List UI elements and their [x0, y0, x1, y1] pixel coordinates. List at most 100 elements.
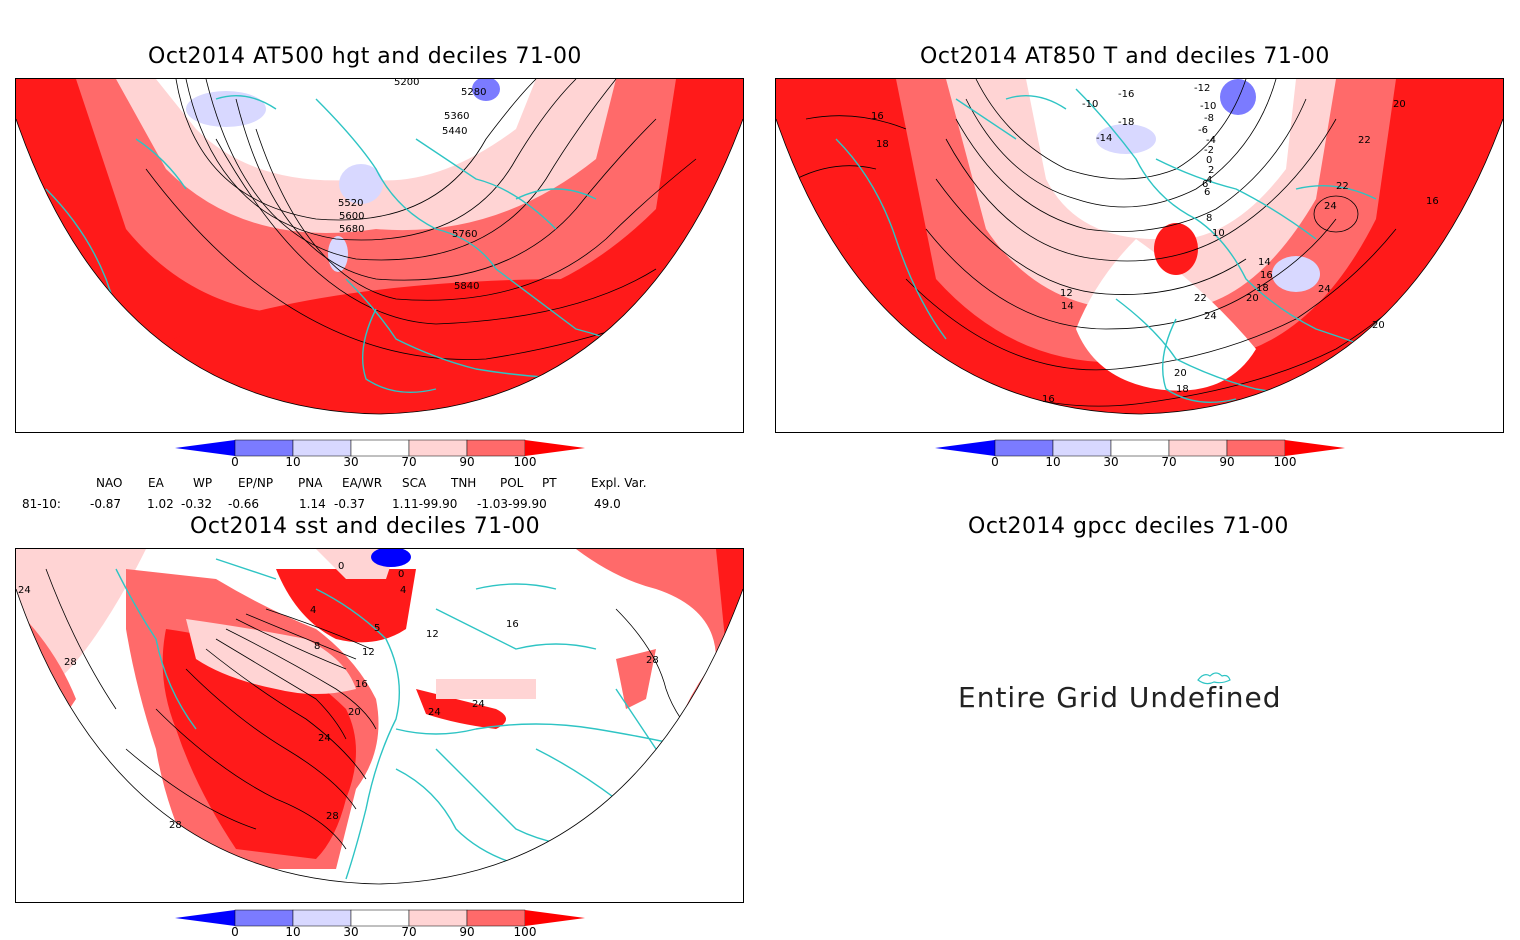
stray-coastline-mark — [1197, 672, 1231, 685]
at850-contour-label: -16 — [1118, 89, 1134, 100]
colorbar-tick: 90 — [1219, 455, 1235, 469]
sst-contour-label: 24 — [318, 733, 331, 744]
at850-contour-label: 20 — [1393, 99, 1406, 110]
at850-contour-label: 12 — [1060, 288, 1073, 299]
at850-contour-label: 2 — [1208, 165, 1214, 176]
sst-contour-label: 4 — [400, 585, 406, 596]
colorbar-tick: 30 — [343, 455, 359, 469]
sst-contour-label: 24 — [428, 707, 441, 718]
panel4-title: Oct2014 gpcc deciles 71-00 — [968, 514, 1289, 539]
sst-contour-label: 5 — [374, 623, 380, 634]
at500-contour-label: 5600 — [339, 211, 364, 222]
at850-contour-label: 0 — [1206, 155, 1212, 166]
at850-contour-label: 22 — [1336, 181, 1349, 192]
at850-contour-label: 24 — [1324, 201, 1337, 212]
colorbar-tick: 100 — [513, 925, 537, 939]
sst-contour-label: 24 — [18, 585, 31, 596]
sst-contour-label: 12 — [362, 647, 375, 658]
sst-contour-label: 4 — [310, 605, 316, 616]
panel2-title: Oct2014 AT850 T and deciles 71-00 — [920, 44, 1330, 69]
at850-contour-label: -12 — [1194, 83, 1210, 94]
sst-contour-label: 24 — [472, 699, 485, 710]
at850-contour-label: -10 — [1082, 99, 1098, 110]
colorbar-tick: 0 — [231, 925, 239, 939]
sst-contour-label: 20 — [348, 707, 361, 718]
at850-contour-label: -4 — [1206, 135, 1216, 146]
sst-contour-label: 16 — [355, 679, 368, 690]
at500-contour-label: 5680 — [339, 224, 364, 235]
index-value: -0.66 — [228, 497, 260, 511]
map-panel-at850: -16 -12 -10 -10 -8 -6 -4 -2 0 2 4 6 8 10… — [775, 78, 1504, 433]
at850-contour-label: 20 — [1372, 320, 1385, 331]
index-value: 1.11-99.90 — [392, 497, 458, 511]
map-panel-at500: 5280 5360 5440 5520 5600 5680 5760 5840 … — [15, 78, 744, 433]
at850-contour-label: 16 — [1426, 196, 1439, 207]
colorbar-sst: 0 10 30 70 90 100 — [175, 908, 585, 940]
undefined-grid-message: Entire Grid Undefined — [958, 681, 1282, 714]
at850-contour-label: 22 — [1194, 293, 1207, 304]
at850-contour-label: 6 — [1204, 187, 1210, 198]
at500-contour-label: 5280 — [461, 87, 486, 98]
colorbar-tick: 0 — [231, 455, 239, 469]
sst-contour-label: 28 — [169, 820, 182, 831]
at850-contour-label: 14 — [1061, 301, 1074, 312]
index-value: -1.03-99.90 — [477, 497, 547, 511]
at850-contour-label: 16 — [1260, 270, 1273, 281]
colorbar-tick: 90 — [459, 925, 475, 939]
colorbar-tick: 10 — [285, 925, 301, 939]
index-value: -0.87 — [90, 497, 122, 511]
sst-contour-label: 0 — [338, 561, 344, 572]
colorbar-tick: 30 — [1103, 455, 1119, 469]
index-row-label: 81-10: — [22, 497, 61, 511]
colorbar-tick: 70 — [1161, 455, 1177, 469]
map-panel-sst: 0 0 4 4 5 8 12 16 20 24 24 24 28 28 28 2… — [15, 548, 744, 903]
sst-contour-label: 28 — [326, 811, 339, 822]
colorbar-tick: 90 — [459, 455, 475, 469]
colorbar-tick: 0 — [991, 455, 999, 469]
index-value: 1.02 — [147, 497, 174, 511]
at850-contour-label: 16 — [871, 111, 884, 122]
at850-contour-label: 18 — [1176, 384, 1189, 395]
at500-contour-label: 5440 — [442, 126, 467, 137]
at850-map: -16 -12 -10 -10 -8 -6 -4 -2 0 2 4 6 8 10… — [776, 79, 1503, 415]
colorbar-tick: 70 — [401, 925, 417, 939]
index-header: EA/WR — [342, 476, 383, 490]
panel1-title: Oct2014 AT500 hgt and deciles 71-00 — [148, 44, 582, 69]
at850-contour-label: 14 — [1258, 257, 1271, 268]
index-header: Expl. Var. — [591, 476, 647, 490]
at850-contour-label: -2 — [1204, 145, 1214, 156]
sst-contour-label: 0 — [398, 569, 404, 580]
index-header: TNH — [451, 476, 477, 490]
at850-contour-label: -10 — [1200, 101, 1216, 112]
at500-contour-label: 5360 — [444, 111, 469, 122]
index-header: PT — [542, 476, 557, 490]
at850-contour-label: 4 — [1206, 175, 1212, 186]
at850-contour-label: -6 — [1198, 125, 1208, 136]
at850-contour-label: 22 — [1358, 135, 1371, 146]
at850-contour-label: 20 — [1246, 293, 1259, 304]
at850-contour-label: 24 — [1318, 284, 1331, 295]
colorbar-tick: 10 — [285, 455, 301, 469]
index-header: NAO — [96, 476, 123, 490]
index-value: -0.32 — [181, 497, 213, 511]
index-header: EA — [148, 476, 164, 490]
at500-contour-label: 5200 — [394, 79, 419, 88]
at850-contour-label: 16 — [1042, 394, 1055, 405]
panel3-title: Oct2014 sst and deciles 71-00 — [190, 514, 541, 539]
sst-contour-label: 16 — [506, 619, 519, 630]
index-header: WP — [193, 476, 213, 490]
colorbar-tick: 10 — [1045, 455, 1061, 469]
colorbar-tick: 70 — [401, 455, 417, 469]
index-header: PNA — [298, 476, 323, 490]
index-value: -0.37 — [334, 497, 366, 511]
sst-contour-label: 28 — [646, 655, 659, 666]
at850-contour-label: 24 — [1204, 311, 1217, 322]
at500-map: 5280 5360 5440 5520 5600 5680 5760 5840 … — [16, 79, 743, 415]
at500-contour-label: 5520 — [338, 198, 363, 209]
colorbar-tick: 100 — [1273, 455, 1297, 469]
at850-contour-label: -14 — [1096, 133, 1112, 144]
at850-contour-label: 18 — [876, 139, 889, 150]
sst-contour-label: 8 — [314, 641, 320, 652]
at500-contour-label: 5840 — [454, 281, 479, 292]
index-header: SCA — [402, 476, 427, 490]
